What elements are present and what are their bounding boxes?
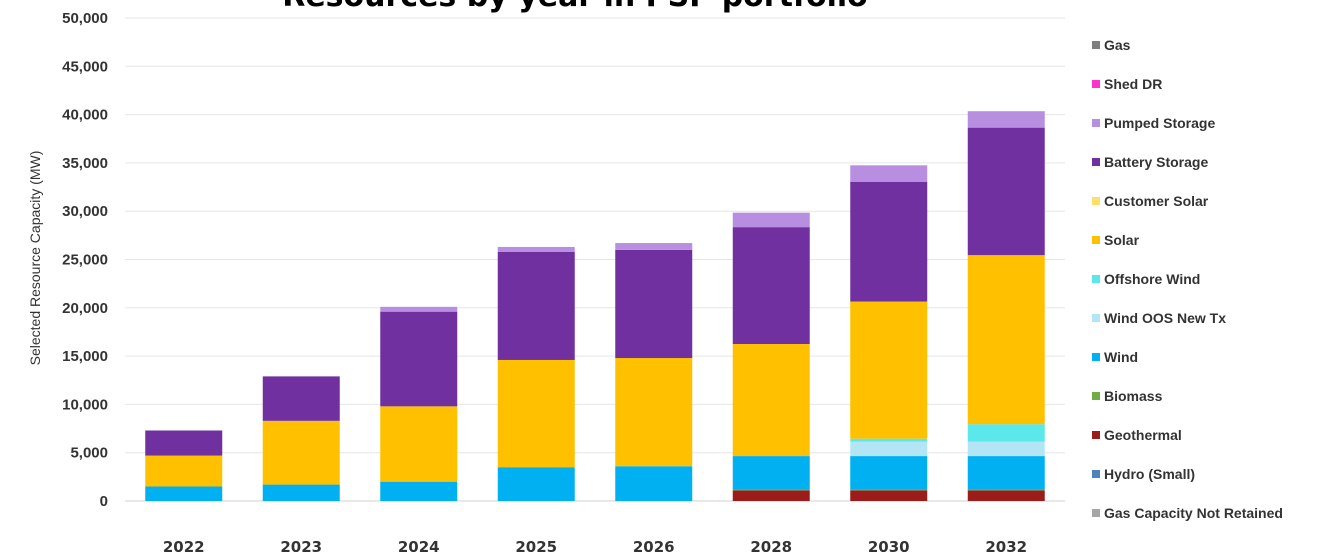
bar-segment (967, 255, 1045, 425)
y-axis-label: Selected Resource Capacity (MW) (27, 151, 43, 366)
chart-title: Resources by year in PSP portfolio (282, 0, 868, 14)
y-tick-label: 35,000 (62, 155, 108, 172)
x-axis-ticks: 2022 2023 2024 2025 2026 2028 2030 2032 (163, 538, 1027, 556)
bar-segment (850, 456, 928, 490)
legend-swatch (1092, 470, 1100, 478)
y-axis-ticks: 0 5,000 10,000 15,000 20,000 25,000 30,000 35,0… (62, 10, 108, 510)
bar-segment (615, 466, 693, 501)
legend-label: Hydro (Small) (1104, 466, 1195, 482)
y-tick-label: 10,000 (62, 396, 108, 413)
y-tick-label: 50,000 (62, 10, 108, 27)
legend-swatch (1092, 275, 1100, 283)
legend-swatch (1092, 353, 1100, 361)
x-tick-label: 2023 (280, 538, 322, 556)
y-tick-label: 45,000 (62, 58, 108, 75)
bar-segment (145, 455, 223, 487)
legend-swatch (1092, 314, 1100, 322)
bar-segment (380, 311, 458, 407)
legend-swatch (1092, 236, 1100, 244)
bar-segment (850, 301, 928, 439)
legend-label: Gas Capacity Not Retained (1104, 505, 1283, 521)
bar-segment (732, 227, 810, 345)
legend: Gas Shed DR Pumped Storage Battery Storage C… (1092, 37, 1283, 521)
x-tick-label: 2025 (515, 538, 557, 556)
y-tick-label: 5,000 (70, 445, 108, 462)
legend-label: Pumped Storage (1104, 115, 1215, 131)
bar-segment (380, 481, 458, 501)
legend-label: Wind (1104, 349, 1138, 365)
legend-swatch (1092, 119, 1100, 127)
bar-segment (145, 430, 223, 456)
legend-swatch (1092, 197, 1100, 205)
x-tick-label: 2030 (868, 538, 910, 556)
legend-label: Solar (1104, 232, 1140, 248)
x-tick-label: 2032 (985, 538, 1027, 556)
bar-segment (967, 111, 1045, 128)
bar-segment (262, 376, 340, 421)
y-tick-label: 20,000 (62, 300, 108, 317)
legend-swatch (1092, 392, 1100, 400)
y-tick-label: 15,000 (62, 348, 108, 365)
legend-label: Geothermal (1104, 427, 1182, 443)
bar-segment (732, 344, 810, 457)
bar-segment (732, 456, 810, 490)
legend-swatch (1092, 80, 1100, 88)
x-tick-label: 2026 (633, 538, 675, 556)
y-tick-label: 40,000 (62, 107, 108, 124)
bar-segment (497, 467, 575, 501)
legend-label: Gas (1104, 37, 1131, 53)
legend-swatch (1092, 41, 1100, 49)
bar-segment (615, 358, 693, 467)
bar-segment (850, 181, 928, 302)
legend-label: Offshore Wind (1104, 271, 1200, 287)
bar-segment (380, 306, 458, 312)
legend-label: Biomass (1104, 388, 1163, 404)
bar-segment (497, 359, 575, 468)
bar-segment (967, 441, 1045, 457)
x-tick-label: 2022 (163, 538, 205, 556)
y-tick-label: 0 (100, 493, 108, 510)
legend-swatch (1092, 431, 1100, 439)
bar-segment (615, 243, 693, 250)
legend-label: Battery Storage (1104, 154, 1208, 170)
bar-segment (380, 406, 458, 482)
legend-swatch (1092, 158, 1100, 166)
bar-segment (850, 441, 928, 457)
bar-segment (262, 420, 340, 485)
bar-segment (967, 127, 1045, 256)
x-tick-label: 2028 (750, 538, 792, 556)
bar-segment (967, 424, 1045, 442)
legend-label: Customer Solar (1104, 193, 1209, 209)
bar-segment (615, 249, 693, 359)
bar-segment (850, 438, 928, 442)
bar-segment (732, 490, 810, 501)
bar-segment (145, 486, 223, 501)
bar-segment (850, 490, 928, 501)
bar-segment (732, 212, 810, 228)
legend-label: Shed DR (1104, 76, 1162, 92)
x-tick-label: 2024 (398, 538, 440, 556)
bars (145, 111, 1045, 501)
bar-segment (850, 165, 928, 182)
bar-segment (497, 251, 575, 360)
bar-segment (497, 246, 575, 252)
bar-segment (967, 456, 1045, 490)
y-tick-label: 25,000 (62, 252, 108, 269)
legend-label: Wind OOS New Tx (1104, 310, 1226, 326)
bar-segment (262, 484, 340, 501)
legend-swatch (1092, 509, 1100, 517)
bar-segment (967, 490, 1045, 501)
y-tick-label: 30,000 (62, 203, 108, 220)
